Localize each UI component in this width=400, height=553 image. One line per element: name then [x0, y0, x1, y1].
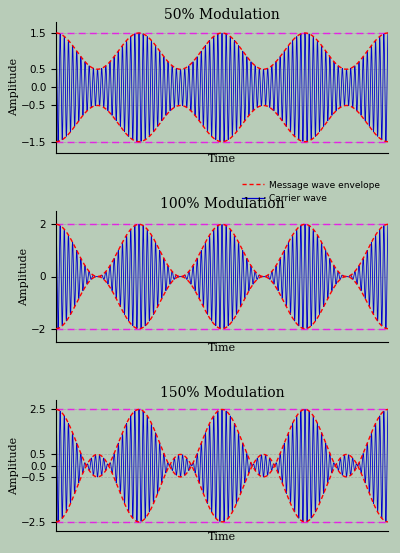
Title: 150% Modulation: 150% Modulation — [160, 387, 284, 400]
Y-axis label: Amplitude: Amplitude — [20, 247, 30, 306]
Legend: Message wave envelope, Carrier wave: Message wave envelope, Carrier wave — [238, 177, 384, 207]
X-axis label: Time: Time — [208, 533, 236, 542]
Y-axis label: Amplitude: Amplitude — [10, 58, 20, 117]
X-axis label: Time: Time — [208, 343, 236, 353]
Y-axis label: Amplitude: Amplitude — [10, 436, 20, 495]
X-axis label: Time: Time — [208, 154, 236, 164]
Title: 50% Modulation: 50% Modulation — [164, 8, 280, 22]
Title: 100% Modulation: 100% Modulation — [160, 197, 284, 211]
